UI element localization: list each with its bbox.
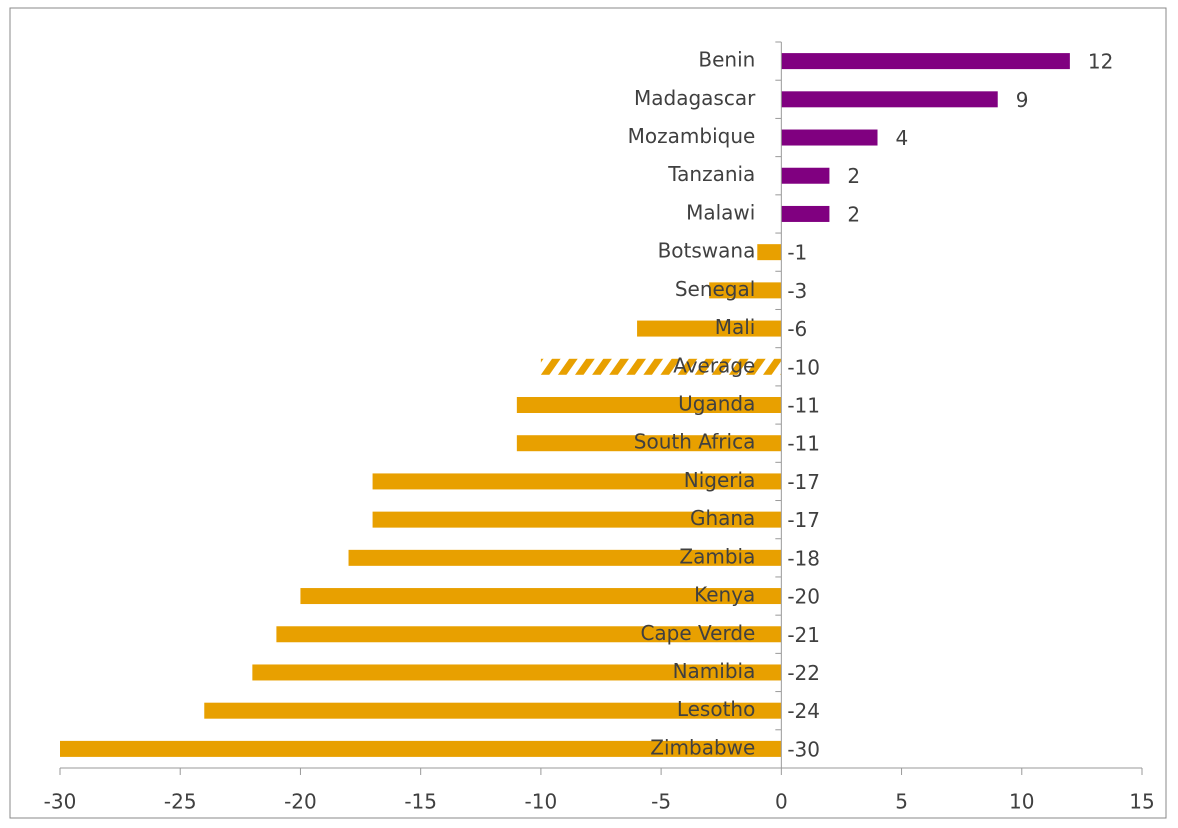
category-label: Average xyxy=(673,353,755,377)
category-label: Tanzania xyxy=(667,162,755,186)
value-label: -30 xyxy=(787,737,820,761)
bar xyxy=(781,167,830,184)
bar xyxy=(637,320,782,337)
category-label: Kenya xyxy=(694,583,755,607)
value-label: -22 xyxy=(787,661,820,685)
value-label: 9 xyxy=(1016,88,1029,112)
value-label: -6 xyxy=(787,317,807,341)
bar xyxy=(204,702,782,719)
value-label: 2 xyxy=(847,164,860,188)
bar xyxy=(372,473,782,490)
value-label: -21 xyxy=(787,623,820,647)
value-label: -18 xyxy=(787,546,820,570)
value-label: -10 xyxy=(787,355,820,379)
x-tick-label: 15 xyxy=(1129,790,1154,814)
bar xyxy=(709,282,782,299)
category-label: Uganda xyxy=(678,392,755,416)
category-label: South Africa xyxy=(634,430,756,454)
category-label: Botswana xyxy=(658,239,756,263)
bar xyxy=(60,740,782,757)
category-label: Madagascar xyxy=(634,86,756,110)
x-tick-label: -10 xyxy=(525,790,558,814)
bar xyxy=(781,91,998,108)
value-label: -3 xyxy=(787,279,807,303)
x-tick-label: 5 xyxy=(895,790,908,814)
value-label: 4 xyxy=(896,126,909,150)
value-label: -11 xyxy=(787,432,820,456)
bar xyxy=(300,588,782,605)
bar xyxy=(348,549,782,566)
value-label: -20 xyxy=(787,585,820,609)
bar xyxy=(540,358,782,375)
x-tick-label: 0 xyxy=(775,790,788,814)
bar xyxy=(252,664,782,681)
x-tick-label: 10 xyxy=(1009,790,1034,814)
value-label: -24 xyxy=(787,699,820,723)
value-label: -1 xyxy=(787,241,807,265)
category-label: Nigeria xyxy=(684,468,756,492)
category-label: Ghana xyxy=(690,506,755,530)
category-label: Malawi xyxy=(686,200,755,224)
bar xyxy=(276,626,782,643)
category-label: Mozambique xyxy=(628,124,756,148)
value-label: -11 xyxy=(787,394,820,418)
bar xyxy=(372,511,782,528)
x-tick-label: -20 xyxy=(284,790,317,814)
bar xyxy=(516,397,782,413)
category-label: Benin xyxy=(698,48,755,72)
category-label: Namibia xyxy=(673,659,756,683)
value-label: 2 xyxy=(847,202,860,226)
value-label: 12 xyxy=(1088,50,1113,74)
category-label: Zambia xyxy=(679,544,755,568)
category-label: Zimbabwe xyxy=(650,735,755,759)
category-label: Senegal xyxy=(675,277,756,301)
bar xyxy=(781,129,878,146)
value-label: -17 xyxy=(787,470,820,494)
bar xyxy=(516,435,782,452)
category-label: Lesotho xyxy=(677,697,756,721)
category-label: Mali xyxy=(715,315,756,339)
category-label: Cape Verde xyxy=(640,621,755,645)
value-label: -17 xyxy=(787,508,820,532)
bar xyxy=(781,53,1070,70)
x-tick-label: -15 xyxy=(404,790,437,814)
x-tick-label: -5 xyxy=(651,790,671,814)
x-tick-label: -30 xyxy=(44,790,77,814)
bar xyxy=(781,205,830,222)
bar xyxy=(757,244,782,261)
x-tick-label: -25 xyxy=(164,790,197,814)
